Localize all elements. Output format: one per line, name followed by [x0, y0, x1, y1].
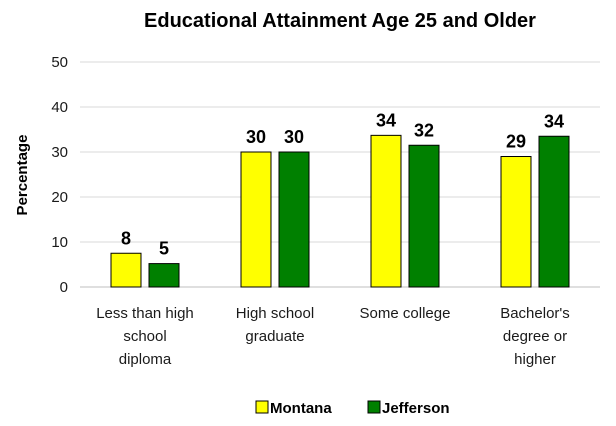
y-axis-label: Percentage: [14, 135, 31, 216]
category-label: High school: [236, 305, 314, 322]
legend-swatch-jefferson: [367, 400, 381, 414]
category-label: degree or: [503, 328, 567, 345]
y-tick-label: 20: [51, 189, 68, 206]
legend: Montana Jefferson: [255, 400, 450, 417]
bar-montana-2: [370, 134, 402, 288]
bar-montana-3: [500, 156, 532, 288]
bar-jefferson-3: [538, 135, 570, 288]
legend-label: Montana: [270, 400, 332, 417]
data-label: 29: [506, 132, 526, 152]
category-labels: Less than high school diploma High school gr…: [96, 305, 570, 368]
category-label: diploma: [119, 351, 172, 368]
legend-label: Jefferson: [382, 400, 450, 417]
bars: [110, 134, 570, 288]
y-tick-labels: 0 10 20 30 40 50: [51, 54, 68, 296]
bar-jefferson-2: [408, 144, 440, 288]
bar-montana-1: [240, 151, 272, 288]
category-label: higher: [514, 351, 556, 368]
category-label: graduate: [245, 328, 304, 345]
data-label: 30: [246, 127, 266, 147]
category-label: school: [123, 328, 166, 345]
data-label: 32: [414, 120, 434, 140]
bar-montana-0: [110, 252, 142, 288]
category-label: Some college: [360, 305, 451, 322]
y-tick-label: 0: [60, 279, 68, 296]
y-tick-label: 30: [51, 144, 68, 161]
y-tick-label: 10: [51, 234, 68, 251]
category-label: Less than high: [96, 305, 194, 322]
y-tick-label: 40: [51, 99, 68, 116]
data-label: 5: [159, 239, 169, 259]
data-label: 30: [284, 127, 304, 147]
data-labels: 8 5 30 30 34 32 29 34: [121, 110, 564, 258]
data-label: 34: [376, 110, 396, 130]
chart-title: Educational Attainment Age 25 and Older: [144, 10, 536, 32]
bar-jefferson-1: [278, 151, 310, 288]
y-tick-label: 50: [51, 54, 68, 71]
legend-swatch-montana: [255, 400, 269, 414]
category-label: Bachelor's: [500, 305, 570, 322]
data-label: 34: [544, 111, 564, 131]
bar-jefferson-0: [148, 263, 180, 288]
data-label: 8: [121, 228, 131, 248]
